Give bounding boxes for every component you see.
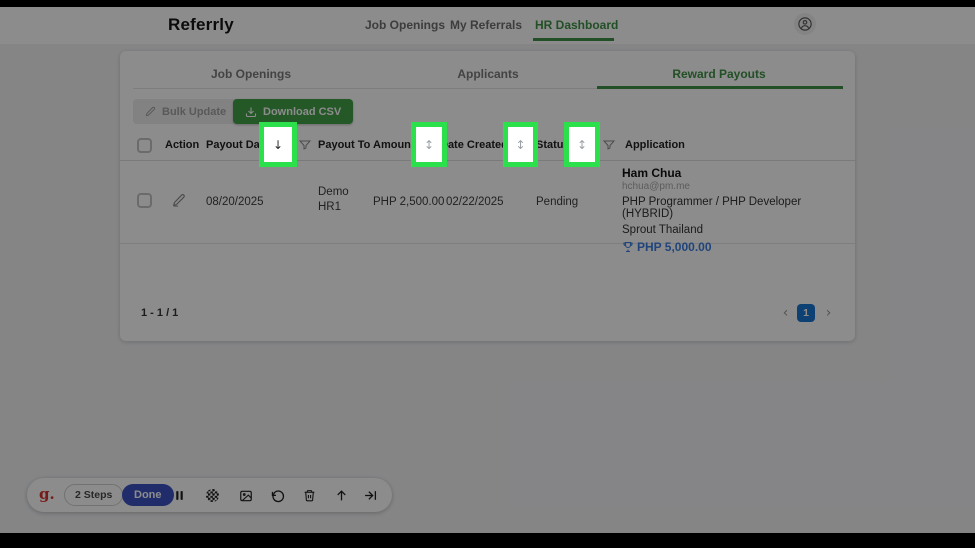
undo-icon[interactable] [270,488,285,503]
reward-payouts-card: Job Openings Applicants Reward Payouts B… [120,51,855,341]
nav-item-job-openings[interactable]: Job Openings [365,18,446,32]
sort-desc-icon: ↓ [272,137,284,152]
trophy-icon [622,241,634,253]
app-logo: Referrly [168,15,234,34]
filter-icon-status[interactable] [603,139,615,151]
pagination-range: 1 - 1 / 1 [141,307,179,319]
cell-payout-to: Demo HR1 [318,186,349,213]
pagination-next-button[interactable]: › [825,304,832,321]
edit-icon [145,106,156,117]
sort-icon: ↕ [576,137,588,152]
header-application: Application [625,139,685,151]
top-navbar: Referrly Job Openings My Referrals HR Da… [0,7,975,44]
applicant-job-title: PHP Programmer / PHP Developer (HYBRID) [622,196,802,220]
applicant-name: Ham Chua [622,166,682,180]
header-action: Action [165,139,200,151]
recorder-logo: g. [39,485,55,503]
header-date-created[interactable]: Date Created [440,139,508,151]
bulk-update-button[interactable]: Bulk Update [133,99,239,124]
applicant-email: hchua@pm.me [622,181,690,192]
cell-date-created: 02/22/2025 [446,196,504,208]
highlight-sort-payout-date[interactable]: ↓ [259,122,297,167]
applicant-company: Sprout Thailand [622,224,703,236]
steps-button[interactable]: 2 Steps [64,484,124,506]
active-tab-underline [597,86,843,89]
person-icon [797,16,813,32]
recorder-toolbar: g. 2 Steps Done [27,478,392,512]
download-csv-button[interactable]: Download CSV [233,99,354,124]
nav-item-my-referrals[interactable]: My Referrals [450,18,523,32]
cell-payout-date: 08/20/2025 [206,196,264,208]
cell-amount: PHP 2,500.00 [373,196,445,208]
nav-item-hr-dashboard[interactable]: HR Dashboard [535,18,619,32]
tab-reward-payouts[interactable]: Reward Payouts [672,67,766,81]
done-button[interactable]: Done [122,484,174,506]
select-all-checkbox[interactable] [137,138,152,153]
cell-application: Ham Chua hchua@pm.me PHP Programmer / PH… [622,166,852,254]
skip-to-end-icon[interactable] [363,488,378,503]
header-status[interactable]: Status [536,139,570,151]
highlight-sort-status[interactable]: ↕ [564,122,600,167]
tabs-divider [133,88,843,89]
bulk-update-label: Bulk Update [162,105,227,118]
active-nav-underline [533,38,614,41]
header-payout-date[interactable]: Payout Date [206,139,270,151]
image-icon[interactable] [238,488,253,503]
pagination-page-1[interactable]: 1 [797,304,815,322]
pagination-prev-button[interactable]: ‹ [782,304,789,321]
trash-icon[interactable] [302,488,317,503]
cell-status: Pending [536,196,579,208]
table-header-row: Action Payout Date Payout To Amount Date… [120,130,855,161]
browser-viewport: Referrly Job Openings My Referrals HR Da… [0,7,975,533]
user-avatar-button[interactable] [794,13,816,35]
tab-job-openings[interactable]: Job Openings [210,67,292,81]
row-checkbox[interactable] [137,193,152,208]
reward-amount: PHP 5,000.00 [622,240,852,254]
row-edit-icon[interactable] [172,193,186,207]
highlight-sort-date-created[interactable]: ↕ [503,122,538,167]
arrow-up-icon[interactable] [334,488,349,503]
highlight-sort-amount[interactable]: ↕ [411,122,447,167]
pause-icon[interactable] [172,488,187,503]
blur-icon[interactable] [205,488,220,503]
download-csv-label: Download CSV [263,105,342,118]
sort-icon: ↕ [423,137,435,152]
sort-icon: ↕ [515,137,526,152]
header-amount[interactable]: Amount [373,139,415,151]
download-icon [245,106,257,118]
reward-amount-label: PHP 5,000.00 [637,240,712,254]
header-payout-to[interactable]: Payout To [318,139,371,151]
filter-icon-payout-date[interactable] [299,139,311,151]
tab-applicants[interactable]: Applicants [457,67,519,81]
table-row[interactable]: 08/20/2025 Demo HR1 PHP 2,500.00 02/22/2… [120,161,855,254]
